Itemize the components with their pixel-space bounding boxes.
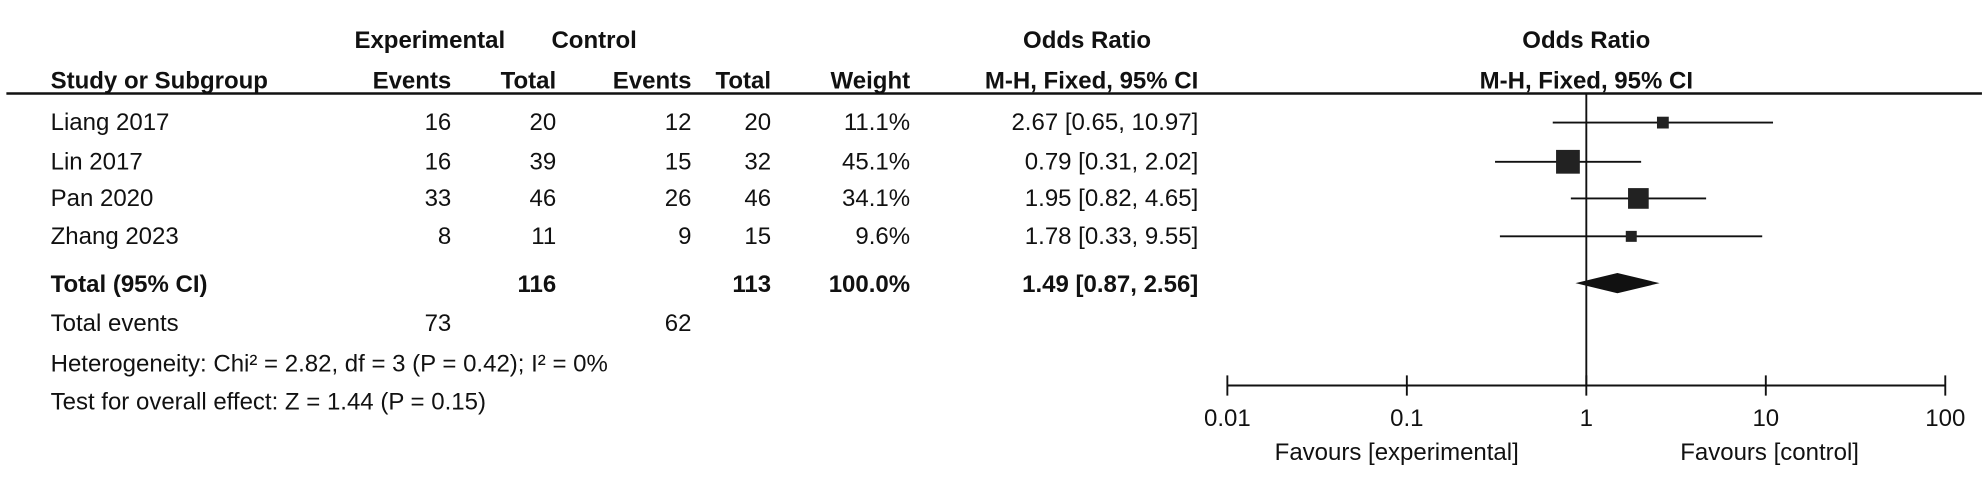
ctrl-total: 20: [744, 109, 771, 136]
odds-ratio-ci: 0.79 [0.31, 2.02]: [1025, 148, 1198, 175]
odds-ratio-ci: 1.78 [0.33, 9.55]: [1025, 223, 1198, 250]
overall-effect-text: Test for overall effect: Z = 1.44 (P = 0…: [51, 389, 486, 416]
header-plot-odds-ratio: Odds Ratio: [1522, 27, 1650, 54]
column-header: Weight: [831, 67, 911, 94]
total-label: Total (95% CI): [51, 271, 208, 298]
x-tick-label: 100: [1925, 405, 1965, 432]
column-header: Study or Subgroup: [51, 67, 268, 94]
x-tick-label: 0.1: [1390, 405, 1423, 432]
pooled-diamond: [1575, 273, 1660, 294]
x-tick-label: 0.01: [1204, 405, 1251, 432]
column-header: Total: [716, 67, 772, 94]
column-header: M-H, Fixed, 95% CI: [985, 67, 1198, 94]
study-name: Pan 2020: [51, 185, 154, 212]
total-ci: 1.49 [0.87, 2.56]: [1022, 271, 1198, 298]
exp-events: 33: [425, 185, 452, 212]
weight: 45.1%: [842, 148, 910, 175]
exp-total: 11: [531, 223, 556, 250]
study-name: Lin 2017: [51, 148, 143, 175]
x-tick-label: 1: [1580, 405, 1593, 432]
exp-total: 20: [529, 109, 556, 136]
ctrl-total: 46: [744, 185, 771, 212]
study-name: Liang 2017: [51, 109, 170, 136]
exp-events: 16: [425, 148, 452, 175]
study-marker: [1628, 188, 1649, 209]
heterogeneity-text: Heterogeneity: Chi² = 2.82, df = 3 (P = …: [51, 351, 608, 378]
ctrl-events: 9: [678, 223, 691, 250]
header-control: Control: [551, 27, 636, 54]
exp-events: 8: [438, 223, 451, 250]
ctrl-events: 15: [665, 148, 692, 175]
header-experimental: Experimental: [354, 27, 505, 54]
x-tick-label: 10: [1752, 405, 1779, 432]
exp-events: 16: [425, 109, 452, 136]
total-weight: 100.0%: [829, 271, 910, 298]
total-events-label: Total events: [51, 310, 179, 337]
favours-control-label: Favours [control]: [1680, 439, 1859, 466]
column-header: Events: [373, 67, 452, 94]
study-marker: [1625, 230, 1637, 242]
total-exp: 116: [517, 271, 556, 298]
header-odds-ratio: Odds Ratio: [1023, 27, 1151, 54]
exp-total: 46: [529, 185, 556, 212]
total-ctrl: 113: [732, 271, 771, 298]
weight: 11.1%: [844, 109, 910, 136]
study-marker: [1556, 149, 1580, 174]
ctrl-total: 32: [744, 148, 771, 175]
total-events-ctrl: 62: [665, 310, 692, 337]
header-plot-method: M-H, Fixed, 95% CI: [1480, 67, 1693, 94]
odds-ratio-ci: 2.67 [0.65, 10.97]: [1011, 109, 1198, 136]
weight: 34.1%: [842, 185, 910, 212]
favours-experimental-label: Favours [experimental]: [1275, 439, 1519, 466]
study-marker: [1656, 116, 1669, 129]
ctrl-events: 26: [665, 185, 692, 212]
column-header: Total: [501, 67, 557, 94]
exp-total: 39: [529, 148, 556, 175]
ctrl-events: 12: [665, 109, 692, 136]
column-header: Events: [613, 67, 692, 94]
study-name: Zhang 2023: [51, 223, 179, 250]
odds-ratio-ci: 1.95 [0.82, 4.65]: [1025, 185, 1198, 212]
ctrl-total: 15: [744, 223, 771, 250]
total-events-exp: 73: [425, 310, 452, 337]
weight: 9.6%: [855, 223, 910, 250]
